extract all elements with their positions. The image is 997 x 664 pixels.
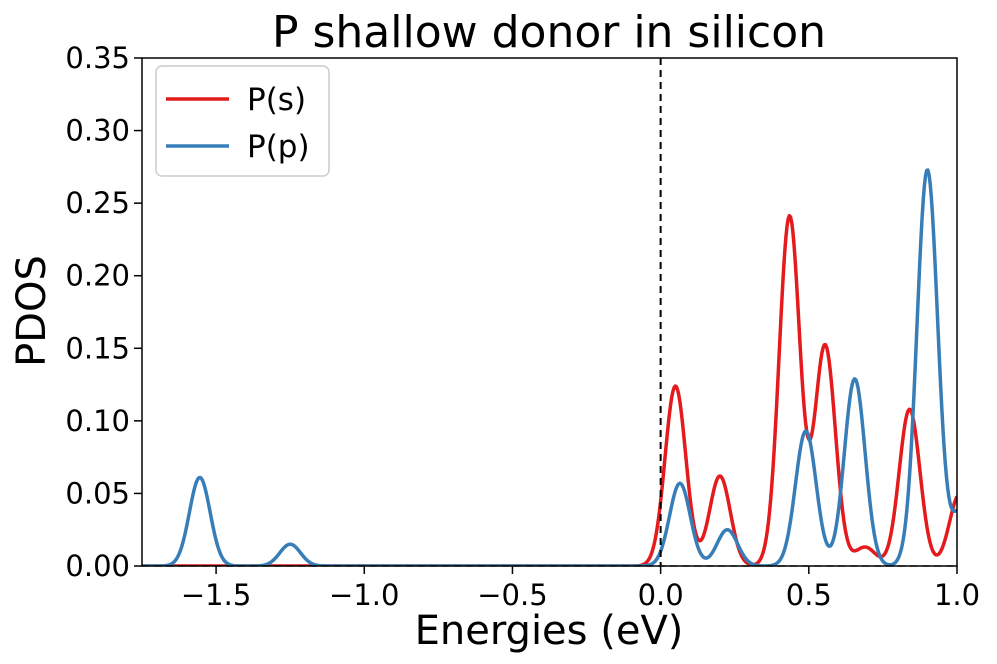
plot-frame: [141, 57, 958, 567]
x-axis-label: Energies (eV): [415, 608, 684, 654]
x-tick-label: −1.0: [329, 578, 399, 612]
x-axis-ticks: −1.5 −1.0 −0.5 0.0 0.5 1.0: [181, 566, 980, 612]
legend-box: [155, 65, 330, 177]
series-layer: [142, 168, 957, 566]
y-axis-label: PDOS: [9, 255, 55, 367]
y-tick-label: 0.30: [65, 114, 130, 148]
y-tick-label: 0.25: [65, 186, 130, 220]
y-tick-label: 0.05: [65, 476, 130, 510]
legend-label-p-s: P(s): [247, 82, 306, 118]
plot-area: [141, 57, 958, 567]
x-tick-label: −0.5: [477, 578, 547, 612]
x-tick-label: 1.0: [934, 578, 980, 612]
series-line-p-p: [142, 168, 957, 566]
y-tick-label: 0.15: [65, 331, 130, 365]
legend-label-p-p: P(p): [247, 129, 310, 165]
y-tick-label: 0.10: [65, 404, 130, 438]
series-line-p-s: [142, 213, 957, 566]
legend: P(s) P(p): [155, 65, 330, 177]
y-tick-label: 0.20: [65, 259, 130, 293]
y-tick-label: 0.35: [65, 41, 130, 75]
y-axis-ticks: 0.00 0.05 0.10 0.15 0.20 0.25 0.30 0.35: [65, 41, 142, 583]
y-tick-label: 0.00: [65, 549, 130, 583]
x-tick-label: 0.5: [786, 578, 832, 612]
x-tick-label: 0.0: [638, 578, 684, 612]
chart-title: P shallow donor in silicon: [272, 7, 826, 58]
x-tick-label: −1.5: [181, 578, 251, 612]
